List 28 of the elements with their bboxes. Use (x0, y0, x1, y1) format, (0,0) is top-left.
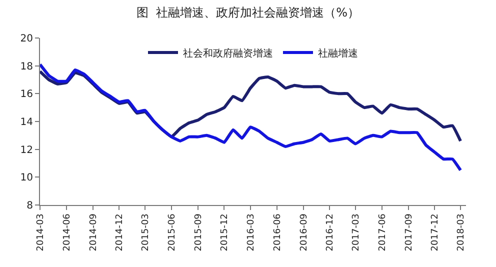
x-tick-label: 2017-06 (378, 213, 388, 252)
y-tick-label: 10 (20, 172, 33, 184)
x-tick-label: 2016-03 (246, 214, 256, 252)
x-tick-label: 2018-03 (456, 214, 466, 252)
x-tick-label: 2014-03 (36, 214, 46, 252)
x-tick-label: 2015-06 (167, 213, 178, 252)
legend-label: 社融增速 (318, 47, 358, 60)
y-tick-label: 20 (20, 34, 33, 44)
x-tick-label: 2016-12 (325, 214, 336, 252)
y-tick-label: 14 (20, 117, 33, 128)
x-tick-label: 2014-06 (62, 213, 72, 252)
x-tick-label: 2014-12 (115, 214, 126, 252)
line-series (40, 62, 462, 172)
x-tick-label: 2017-12 (430, 214, 441, 252)
legend-label: 社会和政府融资增速 (183, 47, 273, 60)
x-tick-label: 2014-09 (88, 213, 99, 252)
x-tick-label: 2015-09 (194, 213, 204, 252)
x-tick-label: 2015-03 (140, 214, 151, 252)
x-tick-label: 2016-06 (272, 213, 283, 252)
y-tick-label: 18 (20, 61, 33, 72)
y-tick-label: 8 (26, 200, 33, 212)
x-tick-label: 2015-12 (220, 214, 230, 252)
chart-title: 图 社融增速、政府加社会融资增速（%） (136, 5, 360, 20)
y-tick-label: 12 (20, 144, 33, 156)
x-tick-label: 2017-03 (351, 214, 362, 252)
y-tick-label: 16 (20, 89, 33, 100)
x-tick-label: 2016-09 (299, 213, 310, 252)
x-tick-label: 2017-09 (404, 213, 414, 252)
